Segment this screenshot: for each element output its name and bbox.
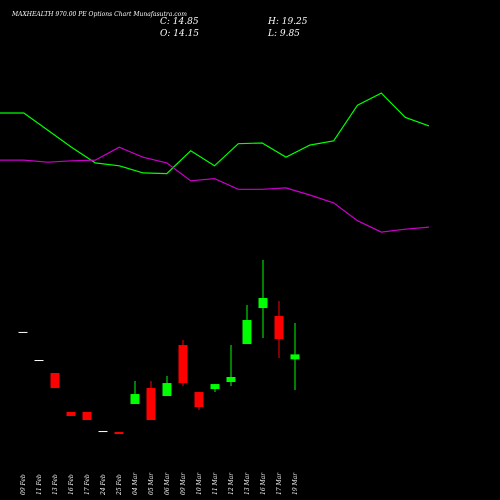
high-label: H: 19.25 (267, 17, 308, 27)
candle-body (210, 384, 220, 390)
x-tick-label: 09 Mar (180, 472, 187, 495)
candle-body (114, 432, 124, 435)
candle-body (146, 388, 156, 420)
candle-body (162, 383, 172, 397)
line-series (0, 146, 430, 233)
x-tick-label: 10 Mar (196, 472, 203, 495)
candle-body (290, 354, 300, 360)
candle-body (34, 360, 44, 362)
open-label: O: 14.15 (160, 29, 199, 39)
candle-body (50, 373, 60, 389)
x-tick-label: 05 Mar (148, 472, 155, 495)
close-label: C: 14.85 (160, 17, 199, 27)
candle-body (178, 345, 188, 384)
x-tick-label: 16 Feb (68, 474, 75, 495)
x-tick-label: 09 Feb (20, 474, 27, 495)
x-tick-label: 11 Mar (212, 472, 219, 495)
candle-body (242, 320, 252, 345)
x-tick-label: 25 Feb (116, 474, 123, 496)
candle-body (18, 331, 28, 333)
candle-body (194, 392, 204, 408)
chart-title: MAXHEALTH 970.00 PE Options Chart Munafa… (11, 11, 187, 18)
candle-body (130, 394, 140, 405)
x-tick-label: 24 Feb (100, 474, 107, 496)
x-tick-label: 04 Mar (132, 472, 139, 495)
x-tick-label: 13 Mar (244, 472, 251, 495)
candle-body (226, 376, 236, 382)
line-series (0, 92, 430, 175)
candle-body (274, 316, 284, 339)
candle-body (66, 412, 76, 417)
candle-body (82, 412, 92, 420)
x-tick-label: 19 Mar (292, 472, 299, 495)
x-tick-label: 12 Mar (228, 472, 235, 495)
x-tick-label: 11 Feb (36, 474, 43, 495)
x-tick-label: 13 Feb (52, 474, 59, 495)
low-label: L: 9.85 (267, 29, 300, 39)
x-tick-label: 16 Mar (260, 472, 267, 495)
x-tick-label: 06 Mar (164, 472, 171, 495)
x-tick-label: 17 Mar (276, 472, 283, 495)
candle-body (258, 297, 268, 309)
x-tick-label: 17 Feb (84, 474, 91, 495)
candle-body (98, 431, 108, 433)
